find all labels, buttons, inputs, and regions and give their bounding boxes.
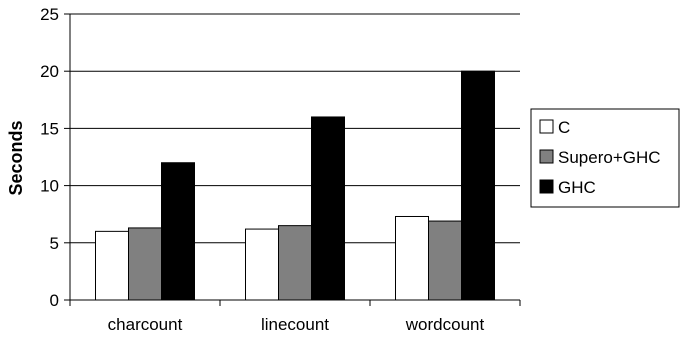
gridlines [70,13,520,244]
bar [461,70,495,301]
legend: C Supero+GHC GHC [530,108,680,208]
legend-swatch [539,149,554,164]
y-tick-label: 15 [40,119,59,138]
bar [128,227,162,301]
x-tick-label: charcount [108,315,183,334]
legend-label: GHC [558,178,596,197]
y-axis-label: Seconds [6,120,26,195]
y-tick-label: 5 [50,234,59,253]
bars [95,70,495,301]
legend-frame [530,108,680,208]
y-tick-label: 0 [50,291,59,310]
legend-label: C [558,118,570,137]
y-tick-labels: 0 5 10 15 20 25 [40,5,59,310]
axes [64,13,521,306]
x-tick-label: linecount [261,315,329,334]
bar [95,230,129,301]
legend-label: Supero+GHC [558,148,661,167]
bar [311,116,345,301]
legend-swatch [539,179,554,194]
legend-swatch [539,119,554,134]
bar [245,228,279,301]
bar [428,220,462,301]
legend-items: C Supero+GHC GHC [539,118,661,197]
y-tick-label: 20 [40,62,59,81]
bar [278,225,312,301]
y-tick-label: 25 [40,5,59,24]
y-tick-label: 10 [40,177,59,196]
x-tick-labels: charcount linecount wordcount [108,315,485,334]
bar [161,162,195,301]
x-tick-label: wordcount [405,315,485,334]
bar [395,215,429,301]
